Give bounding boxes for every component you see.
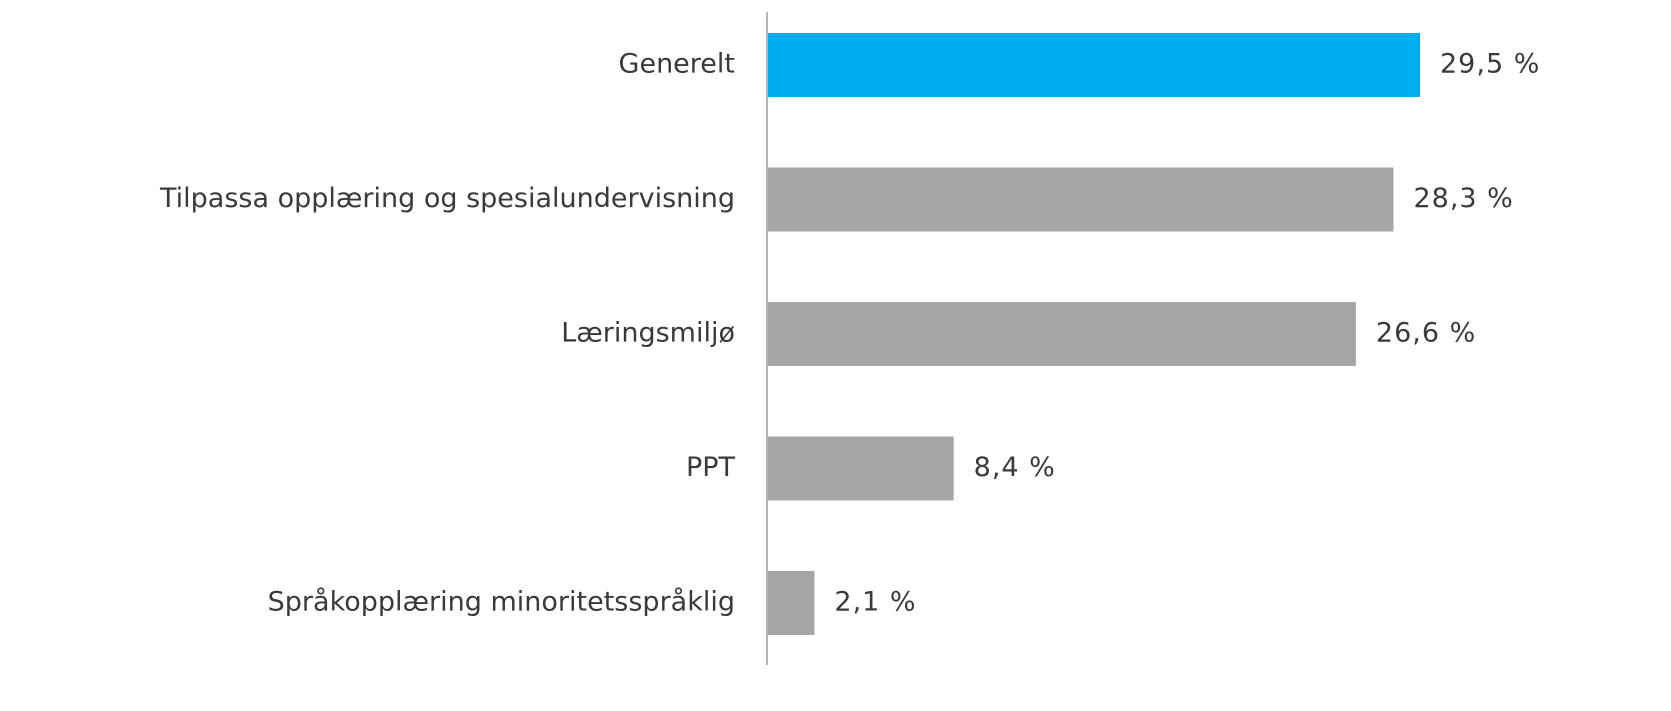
value-label: 2,1 %: [834, 587, 916, 618]
bar: [768, 436, 954, 501]
value-label: 8,4 %: [974, 452, 1056, 483]
bar: [768, 302, 1356, 366]
bar: [768, 33, 1420, 97]
value-label: 26,6 %: [1376, 318, 1476, 349]
category-label: Generelt: [619, 49, 735, 80]
category-label: Læringsmiljø: [561, 318, 735, 349]
bar: [768, 571, 815, 635]
category-label: Språkopplæring minoritetsspråklig: [268, 587, 735, 618]
value-label: 28,3 %: [1413, 183, 1513, 214]
value-label: 29,5 %: [1440, 49, 1540, 80]
category-label: PPT: [686, 452, 736, 483]
bar: [768, 167, 1394, 232]
category-label: Tilpassa opplæring og spesialundervisnin…: [159, 183, 735, 214]
